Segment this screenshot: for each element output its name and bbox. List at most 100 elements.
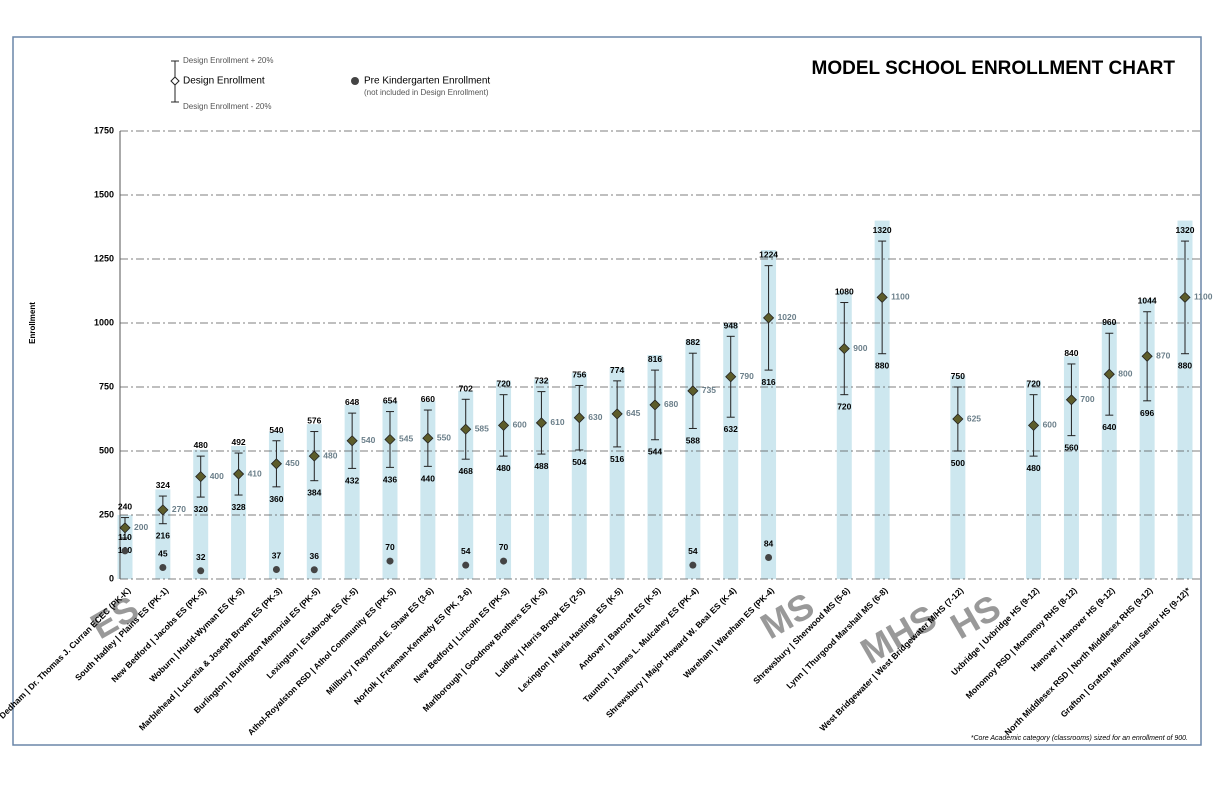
design-marker xyxy=(1028,419,1040,431)
upper-label: 774 xyxy=(610,365,624,375)
design-label: 410 xyxy=(248,468,262,478)
bar xyxy=(458,390,474,579)
y-tick-label: 0 xyxy=(109,573,114,583)
bar xyxy=(231,445,247,579)
lower-label: 500 xyxy=(951,458,965,468)
lower-label: 360 xyxy=(269,494,283,504)
design-marker xyxy=(460,423,472,435)
upper-label: 240 xyxy=(118,502,132,512)
prek-label: 45 xyxy=(158,548,168,558)
y-tick-label: 750 xyxy=(99,381,114,391)
bar xyxy=(761,250,777,580)
lower-label: 632 xyxy=(724,424,738,434)
lower-label: 544 xyxy=(648,447,662,457)
lower-label: 816 xyxy=(761,377,775,387)
upper-label: 756 xyxy=(572,369,586,379)
chart-title: MODEL SCHOOL ENROLLMENT CHART xyxy=(812,58,1176,79)
design-marker xyxy=(649,399,661,411)
design-marker xyxy=(157,504,169,516)
upper-label: 948 xyxy=(724,320,738,330)
bar xyxy=(1063,356,1079,579)
design-label: 630 xyxy=(588,412,602,422)
design-label: 700 xyxy=(1080,394,1094,404)
upper-label: 720 xyxy=(496,379,510,389)
design-marker xyxy=(422,432,434,444)
upper-label: 648 xyxy=(345,397,359,407)
design-label: 450 xyxy=(285,458,299,468)
design-marker xyxy=(346,435,358,447)
lower-label: 328 xyxy=(231,502,245,512)
design-label: 270 xyxy=(172,504,186,514)
design-marker xyxy=(876,291,888,303)
y-tick-label: 250 xyxy=(99,509,114,519)
prek-label: 36 xyxy=(310,551,320,561)
design-label: 600 xyxy=(1043,420,1057,430)
prek-dot xyxy=(159,563,167,571)
lower-label: 320 xyxy=(194,504,208,514)
design-label: 600 xyxy=(513,420,527,430)
bar xyxy=(533,379,549,579)
design-label: 645 xyxy=(626,408,640,418)
lower-label: 468 xyxy=(459,466,473,476)
prek-dot xyxy=(272,566,280,574)
bar xyxy=(155,489,171,579)
upper-label: 540 xyxy=(269,425,283,435)
design-label: 540 xyxy=(361,435,375,445)
design-marker xyxy=(952,413,964,425)
lower-label: 488 xyxy=(534,461,548,471)
lower-label: 480 xyxy=(496,463,510,473)
design-label: 550 xyxy=(437,432,451,442)
design-label: 680 xyxy=(664,399,678,409)
upper-label: 660 xyxy=(421,394,435,404)
lower-label: 720 xyxy=(837,402,851,412)
design-marker xyxy=(725,371,737,383)
prek-label: 84 xyxy=(764,538,774,548)
design-marker xyxy=(838,343,850,355)
frame xyxy=(12,36,1202,746)
y-tick-label: 1750 xyxy=(94,125,114,135)
upper-label: 882 xyxy=(686,337,700,347)
design-label: 545 xyxy=(399,434,413,444)
prek-label: 37 xyxy=(272,551,282,561)
design-label: 585 xyxy=(475,423,489,433)
design-label: 870 xyxy=(1156,351,1170,361)
upper-label: 324 xyxy=(156,480,170,490)
design-marker xyxy=(270,458,282,470)
footnote: *Core Academic category (classrooms) siz… xyxy=(971,735,1188,742)
upper-label: 1080 xyxy=(835,287,854,297)
upper-label: 750 xyxy=(951,371,965,381)
lower-label: 384 xyxy=(307,488,321,498)
bar xyxy=(609,367,625,579)
bar xyxy=(382,401,398,579)
legend-design: Design Enrollment xyxy=(183,76,265,87)
upper-label: 480 xyxy=(194,440,208,450)
prek-label: 110 xyxy=(118,532,132,542)
bar xyxy=(117,515,133,579)
bar xyxy=(496,380,512,579)
y-tick-label: 1500 xyxy=(94,189,114,199)
legend-lower: Design Enrollment - 20% xyxy=(183,102,271,111)
design-label: 610 xyxy=(550,417,564,427)
design-marker xyxy=(498,419,510,431)
prek-dot xyxy=(310,566,318,574)
upper-label: 492 xyxy=(231,437,245,447)
lower-label: 504 xyxy=(572,457,586,467)
prek-dot xyxy=(386,557,394,565)
bar xyxy=(571,372,587,579)
bar xyxy=(950,375,966,579)
bar xyxy=(1026,380,1042,579)
design-label: 200 xyxy=(134,522,148,532)
design-marker xyxy=(1065,394,1077,406)
bar xyxy=(874,220,890,579)
prek-dot xyxy=(197,567,205,575)
design-label: 1020 xyxy=(778,312,797,322)
y-tick-label: 500 xyxy=(99,445,114,455)
prek-dot xyxy=(121,547,129,555)
prek-label: 54 xyxy=(688,546,698,556)
legend-upper: Design Enrollment + 20% xyxy=(183,56,274,65)
upper-label: 1224 xyxy=(759,250,778,260)
bar xyxy=(420,401,436,579)
bar xyxy=(344,404,360,579)
design-label: 480 xyxy=(323,450,337,460)
